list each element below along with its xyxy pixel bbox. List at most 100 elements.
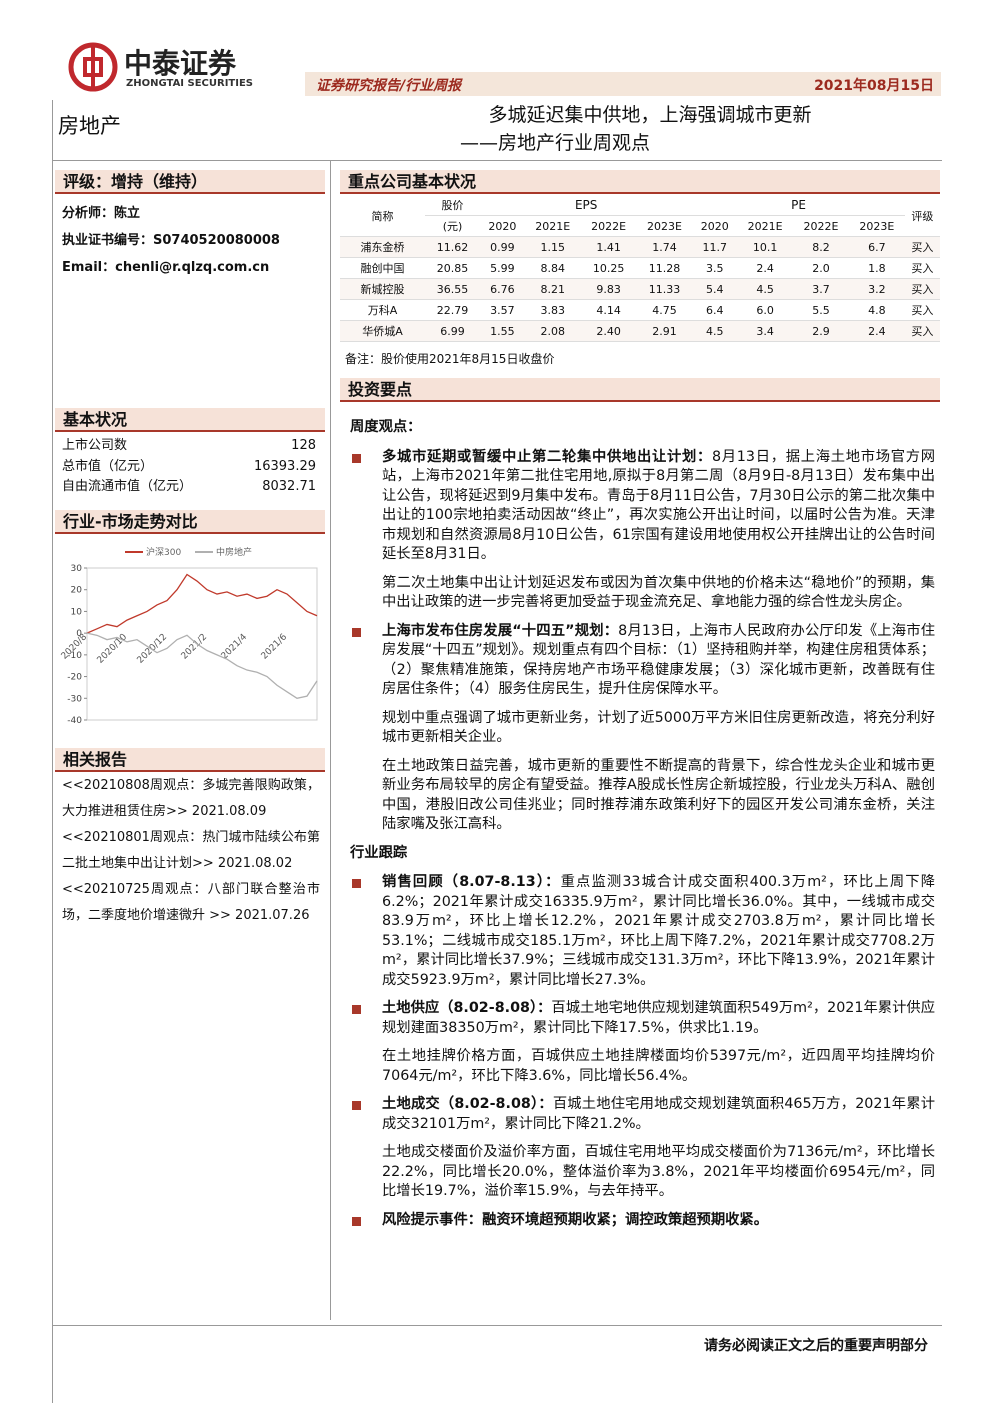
item-text: 土地供应（8.02-8.08）：百城土地宅地供应规划建筑面积549万m²，202… — [382, 999, 935, 1038]
table-cell: 11.28 — [636, 257, 693, 279]
company-table: 简称 股价 EPS PE 评级 (元) 2020 2021E 2022E 2023E 2020 202… — [340, 195, 940, 342]
item-text: 土地成交（8.02-8.08）：百城土地住宅用地成交规划建筑面积465万方，20… — [382, 1095, 935, 1134]
table-row: 浦东金桥 11.62 0.99 1.15 1.41 1.74 11.7 10.1 8.2 6.7 买… — [340, 236, 940, 258]
basic-info-title: 基本状况 — [55, 408, 325, 432]
table-cell: 1.74 — [636, 236, 693, 258]
table-cell: 买入 — [904, 278, 940, 300]
analyst-label: Email： — [62, 260, 116, 275]
left-rule — [52, 100, 53, 1403]
analyst-value: chenli@r.qlzq.com.cn — [115, 260, 270, 275]
item-body: 百城土地住宅用地成交规划建筑面积465万方，2021年累计成交32101万m²，… — [382, 1096, 936, 1132]
title-rule — [52, 160, 942, 161]
table-cell: 10.1 — [737, 236, 794, 258]
related-item: <<20210725周观点：八部门联合整治市场，二季度地价增速微升 >> 202… — [62, 882, 320, 923]
item-para: 土地成交楼面价及溢价率方面，百城住宅用地平均成交楼面价为7136元/m²，环比增… — [382, 1144, 935, 1199]
item-text: 销售回顾（8.07-8.13）：重点监测33城合计成交面积400.3万m²，环比… — [382, 873, 935, 990]
footer: 请务必阅读正文之后的重要声明部分 — [704, 1338, 928, 1354]
y-tick-label: -10 — [67, 651, 82, 661]
table-cell: 1.15 — [524, 236, 581, 258]
th-name: 简称 — [340, 195, 425, 237]
table-note: 备注：股价使用2021年8月15日收盘价 — [345, 352, 555, 366]
table-cell: 10.25 — [580, 257, 637, 279]
table-cell: 4.75 — [636, 299, 693, 321]
rating: 评级：增持（维持） — [55, 170, 325, 194]
table-cell: 5.4 — [692, 278, 738, 300]
table-cell: 万科A — [340, 299, 425, 321]
analyst-line: 分析师：陈立 — [62, 200, 280, 227]
table-cell: 6.0 — [737, 299, 794, 321]
table-cell: 11.33 — [636, 278, 693, 300]
th-year: 2023E — [636, 215, 693, 237]
y-tick-label: -30 — [67, 694, 82, 704]
table-cell: 6.76 — [480, 278, 525, 300]
table-cell: 2.91 — [636, 320, 693, 342]
basic-label: 自由流通市值（亿元） — [62, 479, 193, 494]
table-title: 重点公司基本状况 — [340, 170, 940, 194]
th-price: 股价 — [425, 195, 480, 216]
th-year: 2020 — [692, 215, 738, 237]
table-cell: 4.5 — [737, 278, 794, 300]
investment: 周度观点： 多城市延期或暂缓中止第二轮集中供地出让计划：8月13日，据上海土地市场… — [350, 414, 935, 1239]
series-line — [86, 573, 318, 634]
report-type: 证券研究报告/行业周报 — [316, 78, 462, 94]
table-cell: 2.08 — [524, 320, 581, 342]
related-list: <<20210808周观点：多城完善限购政策，大力推进租赁住房>> 2021.0… — [62, 773, 320, 929]
section-heading: 行业跟踪 — [350, 844, 408, 861]
footer-rule — [52, 1325, 942, 1326]
th-pe: PE — [692, 195, 905, 216]
table-cell: 6.99 — [425, 320, 480, 342]
th-eps: EPS — [480, 195, 693, 216]
investment-title: 投资要点 — [340, 378, 940, 402]
analyst-line: 执业证书编号：S0740520080008 — [62, 227, 280, 254]
table-cell: 华侨城A — [340, 320, 425, 342]
table-row: 万科A 22.79 3.57 3.83 4.14 4.75 6.4 6.0 5.5 4.8 买入 — [340, 299, 940, 321]
y-tick-label: -40 — [67, 716, 82, 726]
table-cell: 4.8 — [848, 299, 905, 321]
table-header: 简称 股价 EPS PE 评级 — [340, 195, 940, 237]
header-band — [305, 72, 941, 96]
legend-label: 沪深300 — [146, 546, 181, 558]
table-cell: 2.0 — [793, 257, 849, 279]
logo-icon — [68, 42, 118, 92]
report-date: 2021年08月15日 — [814, 78, 934, 94]
chart-title: 行业-市场走势对比 — [55, 510, 325, 534]
table-cell: 4.5 — [692, 320, 738, 342]
table-cell: 6.7 — [848, 236, 905, 258]
subtitle: ——房地产行业周观点 — [460, 132, 651, 154]
table-cell: 2.4 — [848, 320, 905, 342]
table-cell: 11.7 — [692, 236, 738, 258]
table-cell: 6.4 — [692, 299, 738, 321]
table-cell: 买入 — [904, 236, 940, 258]
basic-row: 自由流通市值（亿元） 8032.71 — [62, 477, 316, 498]
th-price-unit: (元) — [425, 215, 480, 237]
table-cell: 买入 — [904, 320, 940, 342]
table-cell: 8.84 — [524, 257, 581, 279]
table-cell: 8.2 — [793, 236, 849, 258]
th-year: 2020 — [480, 215, 525, 237]
sector: 房地产 — [58, 114, 121, 138]
table-cell: 1.41 — [580, 236, 637, 258]
table-cell: 5.99 — [480, 257, 525, 279]
table-cell: 1.55 — [480, 320, 525, 342]
related-item: <<20210801周观点：热门城市陆续公布第二批土地集中出让计划>> 2021… — [62, 830, 320, 871]
item-para: 规划中重点强调了城市更新业务，计划了近5000万平方米旧住房更新改造，将充分利好… — [382, 709, 935, 746]
basic-row: 上市公司数 128 — [62, 436, 316, 457]
x-tick-label: 2021/6 — [260, 632, 290, 662]
table-cell: 5.5 — [793, 299, 849, 321]
table-row: 融创中国 20.85 5.99 8.84 10.25 11.28 3.5 2.4 2.0 1.8 买… — [340, 257, 940, 279]
th-year: 2021E — [524, 215, 581, 237]
table-cell: 4.14 — [580, 299, 637, 321]
series-line — [86, 632, 318, 699]
table-cell: 买入 — [904, 299, 940, 321]
rating-label: 评级： — [63, 172, 112, 191]
table-row: 华侨城A 6.99 1.55 2.08 2.40 2.91 4.5 3.4 2.9 2.4 买入 — [340, 320, 940, 342]
related-title: 相关报告 — [55, 748, 325, 772]
basic-value: 16393.29 — [253, 458, 316, 474]
item-para: 第二次土地集中出让计划延迟发布或因为首次集中供地的价格未达“稳地价”的预期，集中… — [382, 574, 935, 611]
y-tick-label: 0 — [76, 629, 82, 639]
table-cell: 1.8 — [848, 257, 905, 279]
title: 多城延迟集中供地，上海强调城市更新 — [488, 104, 812, 126]
column-rule — [330, 160, 331, 1320]
